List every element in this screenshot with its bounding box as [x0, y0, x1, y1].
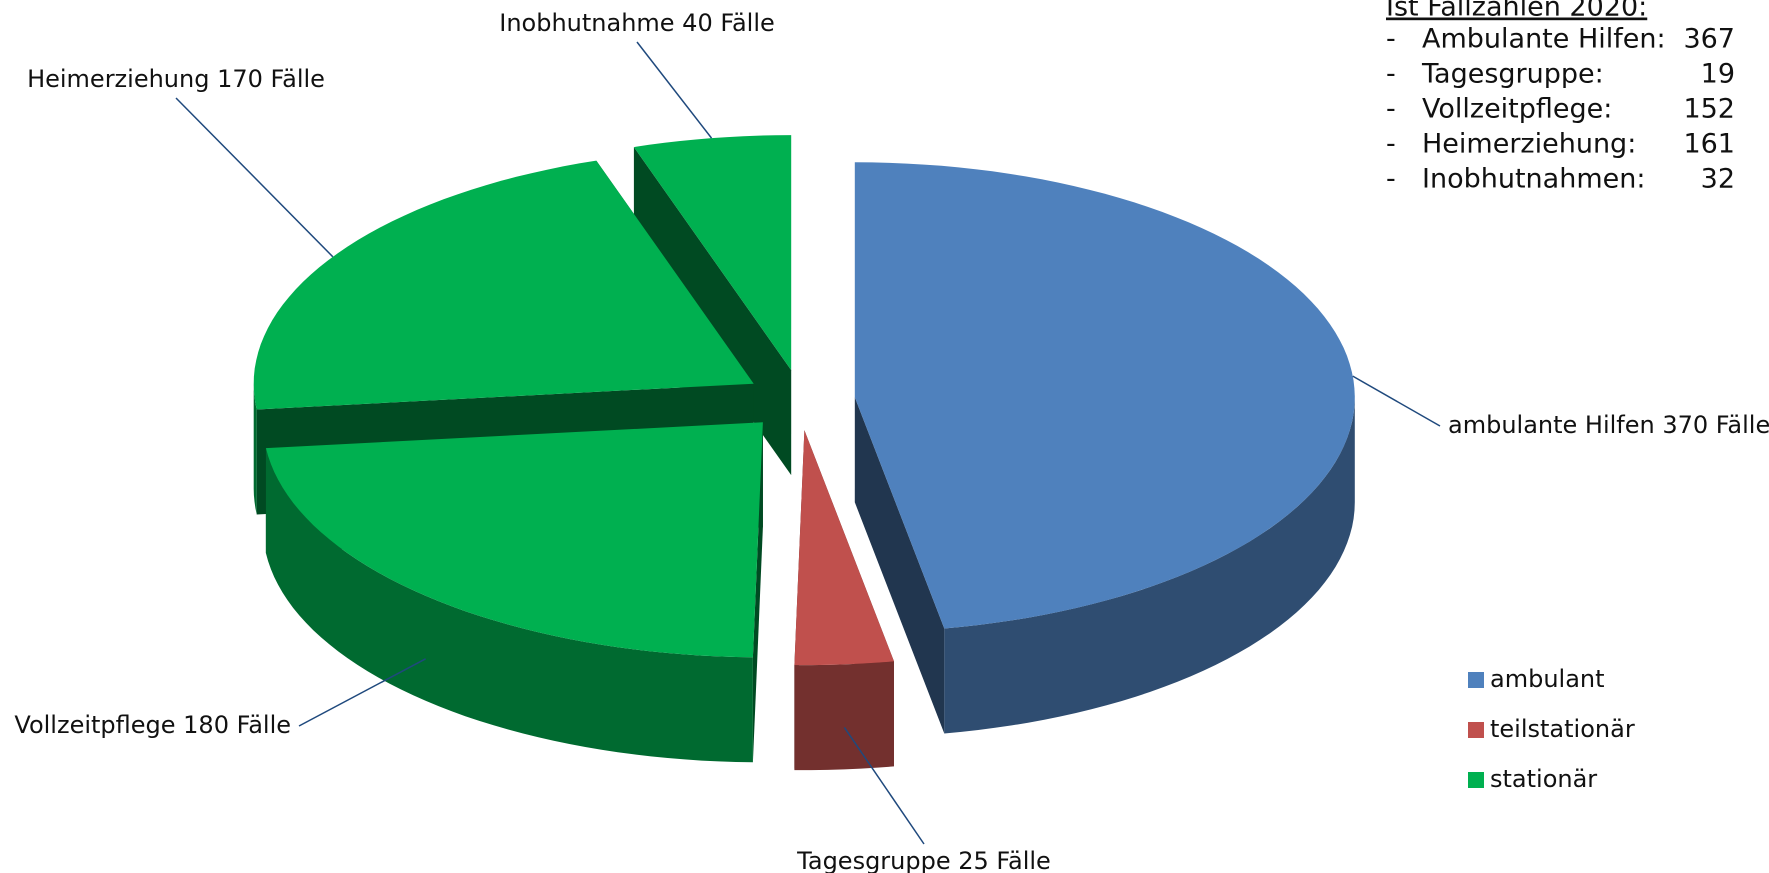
note-value: 367	[1683, 24, 1735, 55]
slice-side	[854, 397, 945, 734]
slice	[265, 422, 763, 658]
note-dash: -	[1386, 59, 1396, 90]
data-label: ambulante Hilfen 370 Fälle	[1448, 411, 1769, 439]
note-dash: -	[1386, 129, 1396, 160]
note-dash: -	[1386, 94, 1396, 125]
leader-line	[1352, 375, 1441, 427]
note-value: 161	[1683, 129, 1735, 160]
data-label: Inobhutnahme 40 Fälle	[499, 9, 775, 37]
legend-label: teilstationär	[1490, 715, 1635, 743]
slice-wall	[794, 661, 894, 771]
note-label: Ambulante Hilfen:	[1422, 24, 1666, 55]
note-label: Tagesgruppe:	[1421, 59, 1604, 90]
slice	[854, 162, 1355, 629]
leader-line	[298, 658, 426, 727]
legend-label: stationär	[1490, 765, 1597, 793]
note-value: 152	[1683, 94, 1735, 125]
leader-line	[636, 41, 713, 139]
legend-swatch	[1468, 672, 1484, 688]
legend-swatch	[1468, 772, 1484, 788]
legend-label: ambulant	[1490, 665, 1605, 693]
note-label: Inobhutnahmen:	[1422, 164, 1645, 195]
legend-swatch	[1468, 722, 1484, 738]
slice-wall	[253, 383, 257, 515]
notes-title: Ist Fallzahlen 2020:	[1386, 0, 1647, 23]
leader-line	[175, 97, 334, 258]
note-label: Vollzeitpflege:	[1422, 94, 1612, 125]
note-label: Heimerziehung:	[1422, 129, 1636, 160]
slice	[253, 160, 754, 410]
note-value: 19	[1701, 59, 1735, 90]
data-label: Heimerziehung 170 Fälle	[27, 65, 325, 93]
data-label: Tagesgruppe 25 Fälle	[796, 847, 1051, 873]
data-label: Vollzeitpflege 180 Fälle	[14, 711, 291, 739]
note-dash: -	[1386, 24, 1396, 55]
slice	[794, 430, 894, 666]
slice	[633, 135, 792, 371]
note-value: 32	[1701, 164, 1735, 195]
leader-line	[843, 726, 925, 845]
slice-wall	[944, 397, 1355, 734]
slice-wall	[265, 448, 753, 763]
note-dash: -	[1386, 164, 1396, 195]
